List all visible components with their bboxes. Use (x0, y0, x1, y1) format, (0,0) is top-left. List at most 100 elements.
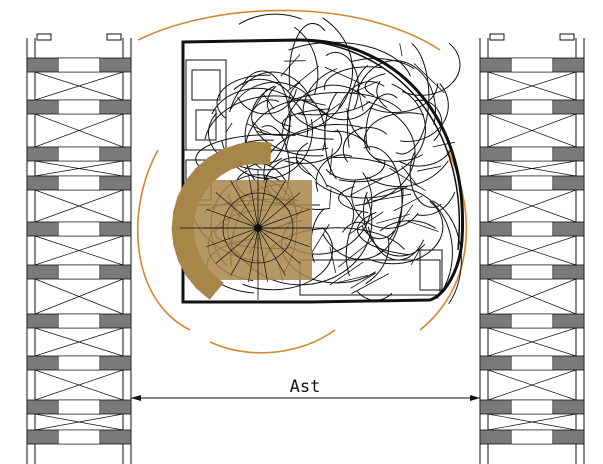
swept-overlay-line (350, 272, 376, 289)
fork-position (194, 157, 223, 186)
swept-overlay-line (365, 93, 398, 149)
swept-overlay-line (229, 71, 314, 113)
rotation-spoke (257, 227, 310, 248)
rack-brace (34, 327, 124, 357)
rack-beam-gap (510, 399, 554, 415)
swept-overlay-line (373, 193, 412, 202)
rack-beam-gap (57, 57, 101, 73)
rack-beam-gap (510, 99, 554, 115)
swept-overlay-line (294, 26, 319, 96)
swept-overlay-line (326, 184, 355, 223)
swept-overlay-line (233, 78, 296, 100)
swept-overlay-line (398, 147, 453, 167)
rack-brace (487, 278, 577, 315)
rack-brace (34, 160, 124, 177)
rotation-spoke (206, 208, 259, 229)
rack-brace (487, 71, 577, 101)
rotating-fork-carriage (171, 141, 330, 300)
swept-overlay-line (364, 187, 453, 299)
swept-overlay-line (216, 74, 271, 119)
rack-beam-gap (57, 399, 101, 415)
swept-overlay-line (345, 210, 363, 277)
rotation-spoke (257, 192, 301, 229)
swept-overlay-line (315, 181, 408, 199)
swept-overlay-line (288, 41, 411, 77)
rack-brace (487, 327, 577, 357)
swept-overlay-line (417, 191, 456, 216)
fork-position (185, 261, 214, 290)
outer-swept-arc (137, 9, 441, 51)
swept-overlay-line (368, 201, 444, 265)
swept-overlay-line (351, 180, 419, 229)
rack-brace (487, 369, 577, 401)
swept-overlay-line (347, 211, 384, 236)
rotation-spoke (257, 227, 268, 283)
bottom-swept-arc (209, 329, 336, 354)
rotation-spoke (230, 180, 259, 229)
swept-overlay-line (263, 94, 275, 110)
swept-path-arcs (137, 9, 468, 354)
swept-overlay-line (349, 178, 383, 196)
swept-overlay-line (338, 83, 426, 183)
rack-brace (34, 278, 124, 315)
rotation-spoke (257, 173, 268, 229)
rotation-spoke (257, 227, 301, 264)
aisle-width-label: Ast (290, 377, 321, 397)
rack-brace (487, 113, 577, 148)
rack-beam-gap (57, 99, 101, 115)
swept-overlay-line (307, 103, 341, 127)
rack-cap (106, 33, 122, 41)
swept-overlay-line (432, 200, 462, 305)
swept-overlay-line (367, 226, 425, 261)
swept-overlay-line (364, 73, 386, 97)
swept-overlay-line (351, 273, 389, 294)
rack-beam-gap (510, 355, 554, 371)
rack-beam-gap (57, 175, 101, 191)
rotation-spoke (248, 227, 259, 283)
rack-beam-gap (510, 146, 554, 162)
rack-brace (34, 235, 124, 266)
swept-overlay-line (395, 43, 430, 155)
left-rack (26, 33, 132, 464)
swept-overlay-line (350, 81, 378, 95)
swept-overlay-line (416, 165, 441, 172)
swept-overlay-line (332, 156, 399, 173)
swept-overlay-line (280, 54, 301, 77)
left-swept-arc (137, 149, 191, 331)
swept-overlay-line (362, 191, 426, 257)
rack-beam-gap (510, 313, 554, 329)
swept-overlay-line (251, 88, 268, 113)
rack-beam-gap (510, 221, 554, 237)
swept-overlay-line (363, 112, 425, 165)
rack-beam-gap (57, 146, 101, 162)
swept-overlay-line (242, 227, 334, 291)
rack-beam-gap (57, 429, 101, 445)
swept-overlay-line (338, 81, 385, 109)
swept-overlay-line (414, 99, 443, 142)
rack-brace (34, 113, 124, 148)
swept-overlay-line (355, 101, 416, 206)
swept-overlay-line (357, 211, 410, 256)
swept-overlay-line (366, 160, 449, 188)
swept-overlay-line (288, 22, 326, 90)
rack-cap (489, 33, 505, 41)
swept-overlay-line (297, 100, 371, 116)
swept-overlay-line (393, 195, 423, 212)
swept-overlay-line (238, 13, 302, 25)
swept-overlay-line (251, 121, 264, 135)
swept-overlay-line (284, 60, 306, 62)
swept-overlay-line (325, 160, 386, 181)
rotation-spoke (257, 227, 286, 276)
swept-overlay-line (281, 84, 366, 135)
swept-overlay-line (356, 60, 436, 126)
swept-overlay-line (281, 108, 334, 140)
swept-overlay-line (324, 66, 363, 85)
rack-beam-gap (57, 355, 101, 371)
swept-overlay-line (315, 154, 353, 192)
fork-position (177, 250, 206, 277)
fork-position (207, 148, 234, 178)
fork-position (195, 271, 224, 300)
rack-cap (36, 33, 52, 41)
swept-overlay-line (370, 83, 439, 113)
